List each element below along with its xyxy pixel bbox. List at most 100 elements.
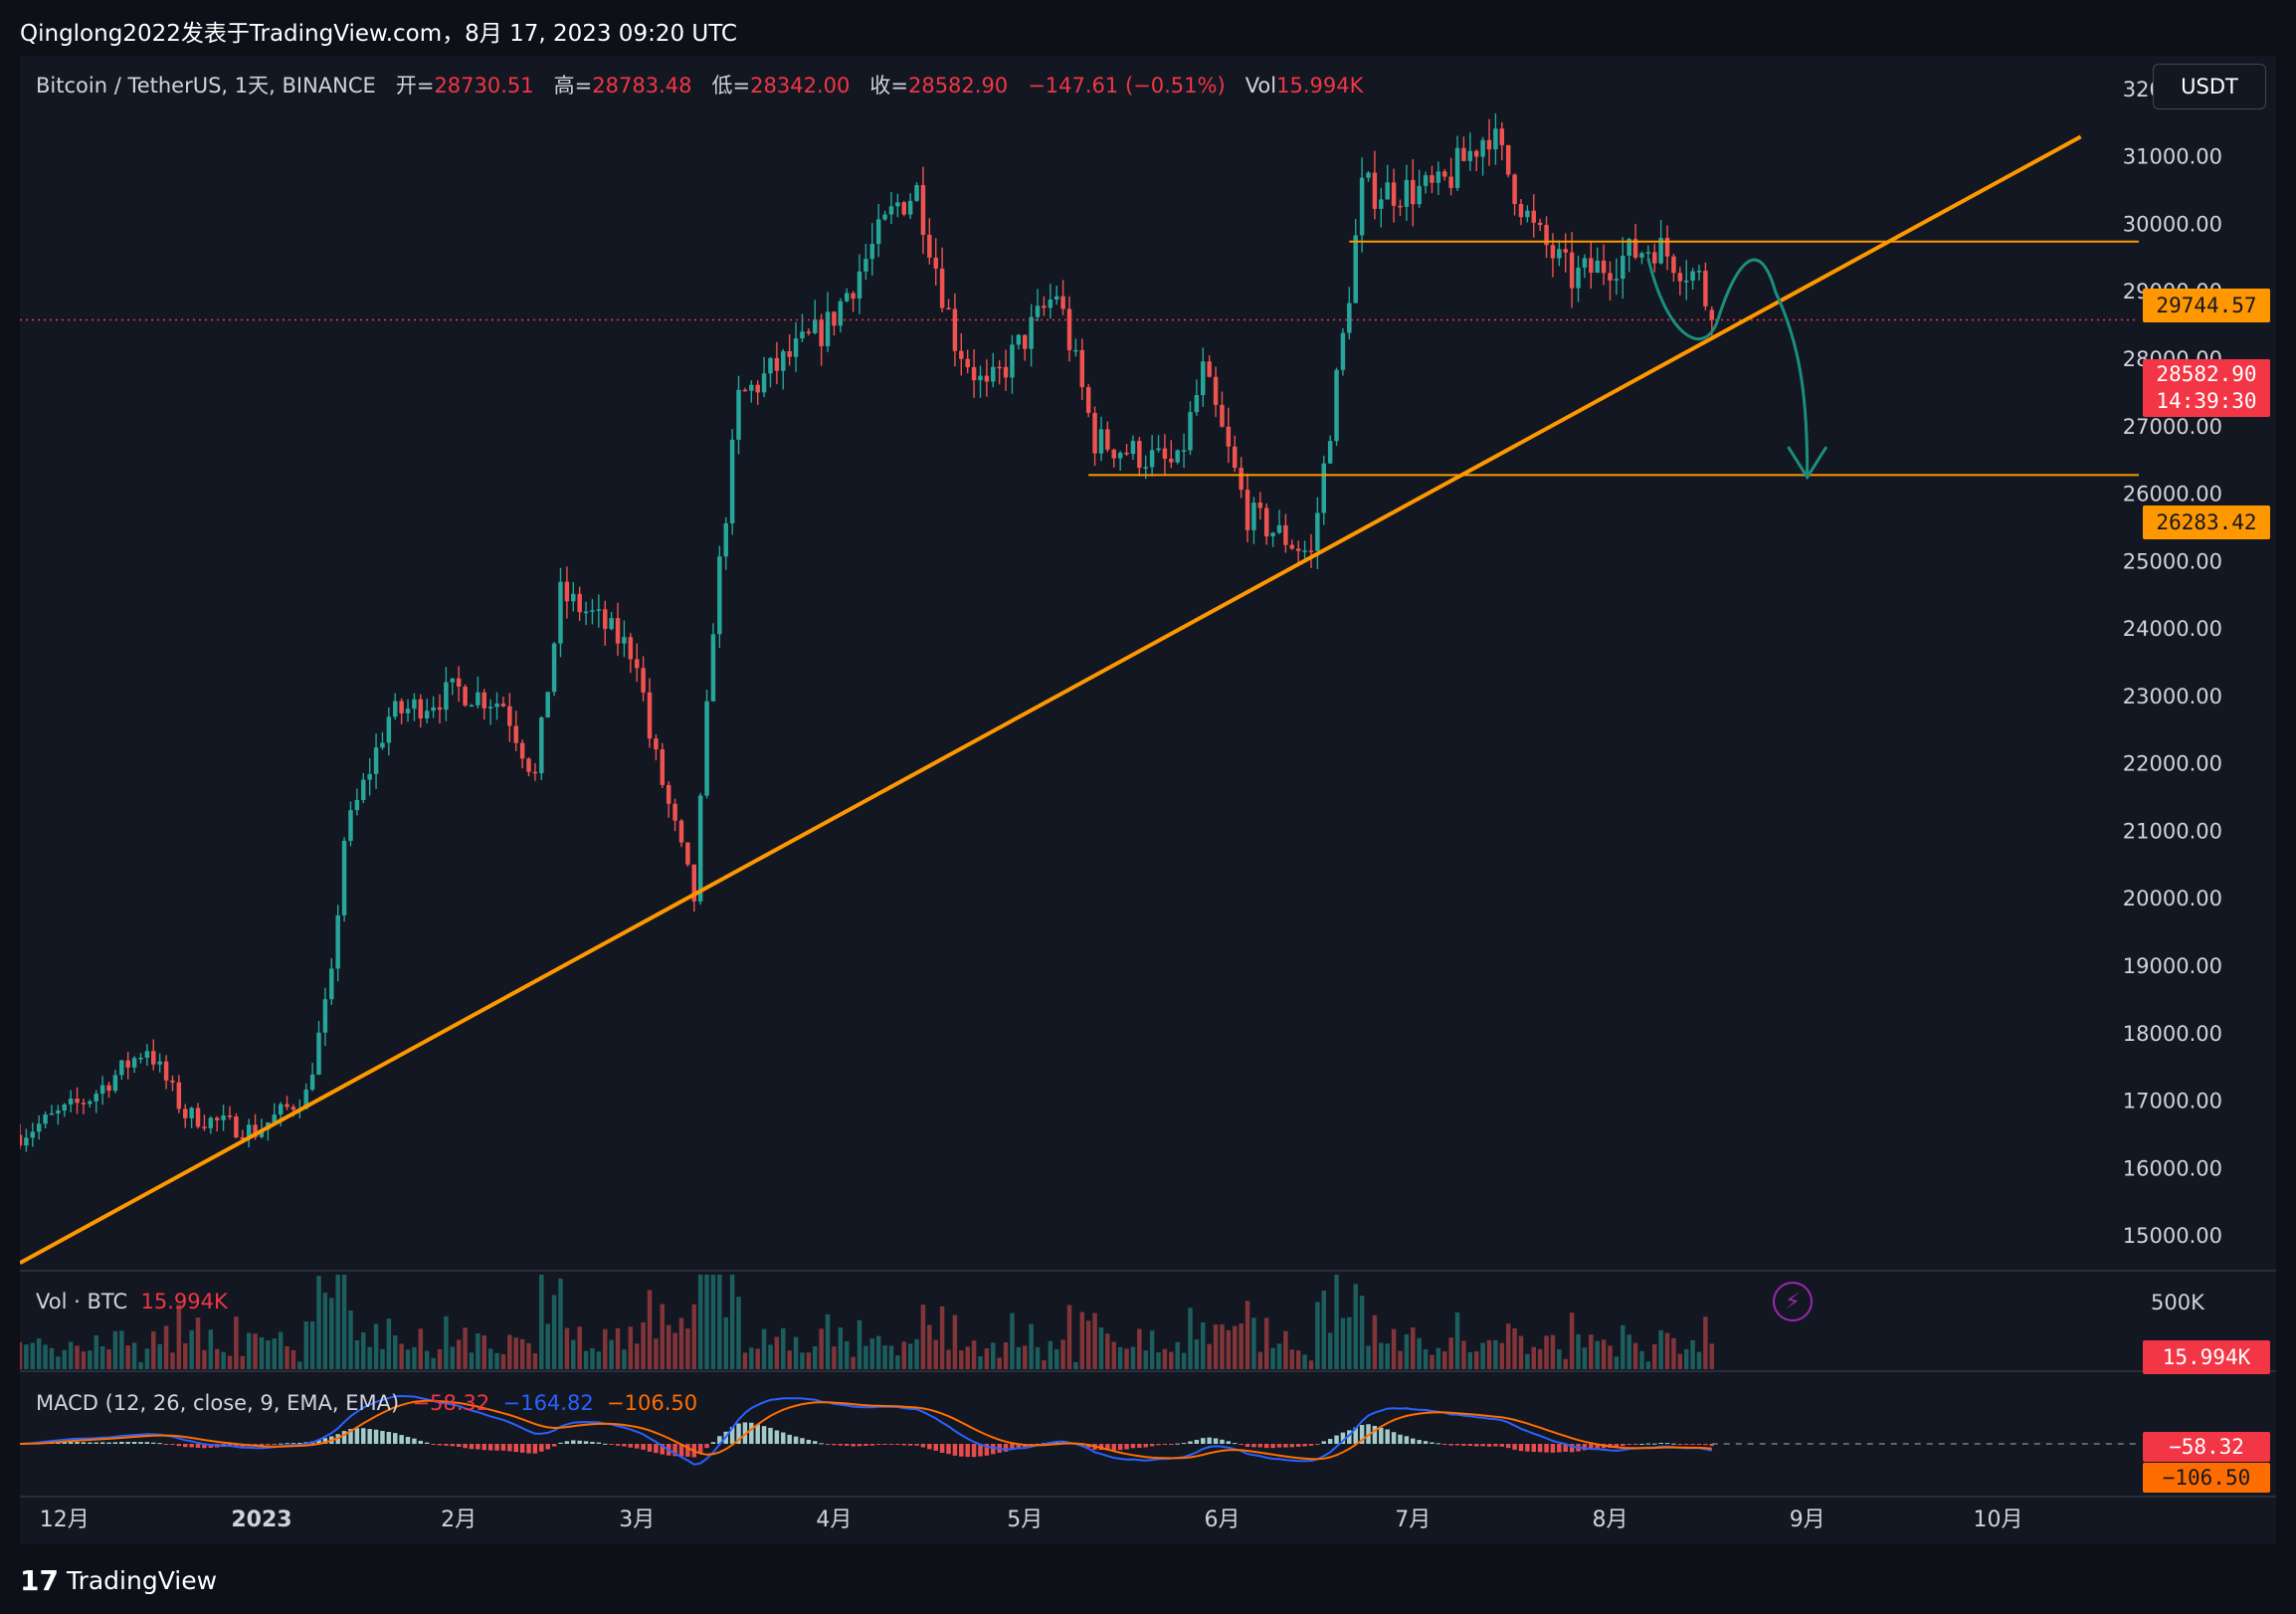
volume-bar <box>697 1275 703 1369</box>
candle-body <box>1111 449 1116 459</box>
candle-body <box>81 1103 87 1105</box>
volume-bar <box>583 1350 589 1369</box>
volume-bar <box>1073 1361 1078 1369</box>
candle-body <box>806 331 812 333</box>
footer-brand: TradingView <box>66 1566 218 1595</box>
macd-histogram-bar <box>1639 1443 1644 1445</box>
volume-bar <box>202 1349 207 1369</box>
macd-histogram-bar <box>62 1442 67 1444</box>
volume-bar <box>1315 1302 1320 1369</box>
volume-bar <box>208 1329 214 1369</box>
volume-bar <box>450 1346 456 1369</box>
volume-bar <box>1499 1342 1505 1369</box>
volume-bar <box>888 1345 894 1369</box>
symbol-legend[interactable]: Bitcoin / TetherUS, 1天, BINANCE 开=28730.… <box>36 70 1363 100</box>
volume-bar <box>412 1346 417 1369</box>
volume-bar <box>1557 1349 1562 1369</box>
volume-bar <box>373 1323 379 1369</box>
volume-bar <box>1220 1323 1225 1369</box>
macd-histogram-bar <box>1251 1444 1256 1448</box>
macd-histogram-bar <box>131 1441 137 1444</box>
macd-histogram-bar <box>1194 1439 1200 1444</box>
y-tick-label: 17000.00 <box>2123 1090 2222 1113</box>
candle-body <box>933 257 938 269</box>
macd-histogram-bar <box>844 1444 850 1446</box>
high-label: 高= <box>553 74 593 98</box>
volume-bar <box>1003 1342 1009 1369</box>
volume-bar <box>131 1342 137 1369</box>
macd-histogram-bar <box>1595 1444 1600 1449</box>
candle-body <box>1454 147 1460 188</box>
macd-histogram-bar <box>1156 1444 1161 1446</box>
volume-bar <box>825 1313 831 1369</box>
candle-body <box>628 637 634 660</box>
x-tick-label: 3月 <box>619 1508 655 1532</box>
macd-histogram-bar <box>1537 1444 1543 1453</box>
volume-bar <box>787 1350 792 1369</box>
macd-histogram-bar <box>176 1444 182 1447</box>
macd-histogram-bar <box>1645 1443 1651 1445</box>
tradingview-logo[interactable]: 17 TradingView <box>20 1564 217 1597</box>
candle-body <box>1601 260 1607 274</box>
candle-body <box>1289 544 1295 549</box>
volume-bar <box>24 1344 29 1369</box>
candle-body <box>1263 507 1269 537</box>
candle-body <box>424 710 430 719</box>
volume-legend[interactable]: Vol · BTC 15.994K <box>36 1290 228 1313</box>
volume-bar <box>710 1275 716 1369</box>
y-tick-label: 19000.00 <box>2123 954 2222 978</box>
candle-body <box>386 716 392 743</box>
volume-bar <box>1435 1347 1441 1369</box>
macd-legend[interactable]: MACD (12, 26, close, 9, EMA, EMA) −58.32… <box>36 1391 697 1415</box>
macd-histogram-bar <box>1302 1444 1307 1447</box>
volume-bar <box>952 1314 958 1369</box>
y-tick-label: 23000.00 <box>2123 685 2222 708</box>
chart-svg[interactable]: 15000.00 16000.00 17000.00 18000.00 19000.00… <box>20 56 2276 1544</box>
macd-histogram-bar <box>869 1444 875 1446</box>
macd-histogram-bar <box>157 1443 162 1445</box>
volume-bar <box>444 1315 449 1369</box>
candle-body <box>1130 441 1136 455</box>
volume-bar <box>68 1341 74 1369</box>
macd-histogram-bar <box>1391 1432 1397 1444</box>
candle-body <box>1321 463 1326 513</box>
macd-histogram-bar <box>742 1422 748 1444</box>
lightning-icon[interactable]: ⚡ <box>1773 1282 1813 1321</box>
y-tick-label: 30000.00 <box>2123 212 2222 236</box>
x-tick-label: 10月 <box>1974 1508 2023 1532</box>
last-price-value: 28582.90 <box>2156 362 2257 386</box>
symbol-name[interactable]: Bitcoin / TetherUS, 1天, BINANCE <box>36 74 376 98</box>
y-tick-label: 22000.00 <box>2123 752 2222 776</box>
macd-histogram-bar <box>500 1444 506 1451</box>
candle-body <box>1557 249 1562 259</box>
candle-body <box>227 1115 233 1117</box>
candle-body <box>1042 305 1047 308</box>
candle-body <box>1486 139 1492 150</box>
currency-button[interactable]: USDT <box>2153 64 2266 109</box>
candle-body <box>131 1058 137 1068</box>
candle-body <box>666 784 671 804</box>
macd-histogram-bar <box>487 1444 493 1451</box>
macd-histogram-bar <box>1233 1443 1238 1445</box>
volume-bar <box>609 1339 614 1369</box>
candle-body <box>558 581 563 644</box>
macd-histogram-bar <box>481 1444 486 1451</box>
candle-body <box>1085 387 1091 413</box>
candle-body <box>1448 176 1453 188</box>
macd-histogram-bar <box>1149 1444 1155 1447</box>
volume-bar <box>806 1352 812 1369</box>
macd-histogram-bar <box>863 1444 868 1447</box>
candle-body <box>723 522 728 557</box>
candle-body <box>399 701 404 713</box>
chart-frame[interactable]: 15000.00 16000.00 17000.00 18000.00 19000.00… <box>20 56 2276 1544</box>
candle-body <box>622 637 627 644</box>
macd-histogram-bar <box>991 1444 996 1455</box>
volume-bar <box>927 1324 932 1369</box>
macd-histogram-bar <box>590 1441 595 1444</box>
x-tick-label: 2023 <box>231 1508 291 1532</box>
candle-body <box>144 1051 150 1058</box>
candle-body <box>456 678 462 688</box>
macd-histogram-bar <box>647 1444 653 1452</box>
macd-histogram-bar <box>234 1444 239 1447</box>
candle-body <box>30 1131 36 1138</box>
